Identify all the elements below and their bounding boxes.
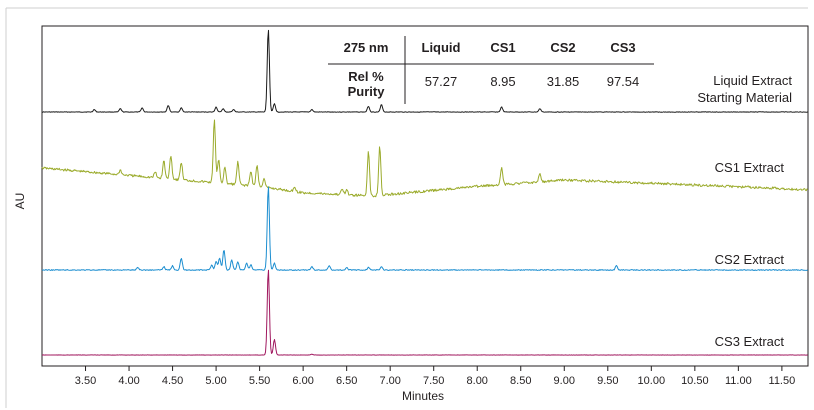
table-header-cs1: CS1 [490,40,515,55]
table-row-label-line1: Rel % [348,69,384,84]
table-value-cs3: 97.54 [607,74,640,89]
x-tick-label: 9.50 [597,375,618,387]
x-tick-label: 10.00 [638,375,666,387]
x-axis-label: Minutes [402,389,444,403]
x-tick-label: 9.00 [554,375,575,387]
trace-label-cs2: CS2 Extract [715,252,785,267]
table-value-cs2: 31.85 [547,74,580,89]
y-axis-label: AU [13,193,27,210]
trace-cs1-extract [41,119,809,198]
x-tick-label: 8.50 [510,375,531,387]
x-tick-label: 6.50 [336,375,357,387]
x-tick-label: 3.50 [75,375,96,387]
table-header-cs3: CS3 [610,40,635,55]
x-tick-label: 11.50 [769,375,796,387]
table-wavelength: 275 nm [344,40,389,55]
table-value-cs1: 8.95 [490,74,515,89]
trace-label-cs3: CS3 Extract [715,334,785,349]
plot-area-frame [41,25,809,367]
trace-label-liquid-line2: Starting Material [697,90,792,105]
table-header-cs2: CS2 [550,40,575,55]
table-header-liquid: Liquid [422,40,461,55]
trace-label-cs1: CS1 Extract [715,160,785,175]
x-tick-label: 7.00 [379,375,400,387]
x-tick-label: 7.50 [423,375,444,387]
x-tick-label: 6.00 [292,375,313,387]
trace-cs2-extract [41,186,808,271]
x-axis-ticks: 3.50 4.00 4.50 5.00 5.50 6.00 6.50 7.00 7.50 8.00… [75,366,795,387]
x-tick-label: 5.00 [205,375,226,387]
x-tick-label: 4.00 [118,375,139,387]
table-value-liquid: 57.27 [425,74,458,89]
trace-label-liquid: Liquid Extract [713,73,792,88]
x-tick-label: 10.50 [681,375,709,387]
x-tick-label: 11.00 [725,375,752,387]
trace-cs3-extract [41,269,808,356]
x-tick-label: 8.00 [467,375,488,387]
chromatogram-traces [41,29,809,356]
table-row-label-line2: Purity [348,84,386,99]
purity-table: 275 nm Liquid CS1 CS2 CS3 Rel % Purity 5… [328,36,654,104]
x-tick-label: 4.50 [162,375,183,387]
trace-liquid-extract [41,29,808,113]
x-tick-label: 5.50 [249,375,270,387]
